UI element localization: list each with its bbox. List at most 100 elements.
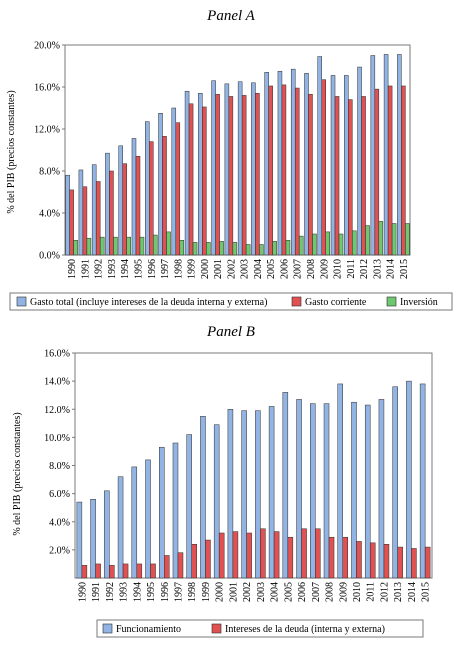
panel-b-y-axis-label: % del PIB (precios constantes) [12,412,23,535]
bar-panel-a-s2-1993 [113,236,118,256]
bar-panel-a-s0-1995 [131,138,137,256]
x-tick-label: 2003 [256,582,267,602]
panel-b-plot-area [74,352,433,579]
x-tick-label: 1993 [119,582,130,602]
bar-panel-a-s1-2007 [294,87,300,256]
bar-panel-a-s1-2008 [308,94,313,256]
y-tick-label: 12.0% [44,405,70,416]
bar-panel-a-s1-2000 [202,106,207,256]
bar-panel-b-s1-1994 [136,563,143,579]
x-tick-label: 1997 [160,259,171,279]
x-tick-label: 1990 [67,259,78,279]
bar-panel-a-s0-1991 [78,169,84,256]
bar-panel-a-s0-2007 [290,68,296,256]
bar-panel-a-s0-1990 [65,174,70,256]
panel-a-y-ticks: 0.0% 4.0% 8.0% 12.0% 16.0% 20.0% [34,41,65,262]
bar-panel-a-s0-2001 [211,80,216,256]
bar-panel-a-s0-1992 [91,164,97,256]
x-tick-label: 2001 [228,582,239,602]
bar-panel-b-s0-1991 [90,499,96,579]
bar-panel-b-s0-1992 [104,490,110,579]
bar-panel-b-s0-2014 [406,380,412,579]
panel-a-legend-frame [9,292,453,311]
bar-panel-b-s0-1995 [145,459,151,579]
x-tick-label: 1996 [160,582,171,602]
legend-swatch-gasto-total [16,296,27,307]
panel-a-chart: Panel A % del PIB (precios constantes) 0… [6,8,453,311]
legend-label-gasto-total: Gasto total (incluye intereses de la deu… [30,297,267,308]
bar-panel-a-s1-2015 [401,85,406,256]
bar-panel-b-s1-2000 [218,532,225,579]
bar-panel-b-s0-1990 [76,501,83,579]
bar-panel-b-s1-1992 [109,565,115,579]
bar-panel-b-s0-2004 [268,406,275,579]
bar-panel-a-s1-2011 [348,99,353,256]
x-tick-label: 2010 [333,259,344,279]
bar-panel-a-s1-2003 [241,95,247,256]
bar-panel-a-s1-1999 [188,103,194,256]
x-tick-label: 1996 [147,259,158,279]
x-tick-label: 2000 [200,259,211,279]
panel-b-x-ticks: 1990 1991 1992 1993 1994 1995 1996 1997 1998 1999… [77,582,431,602]
x-tick-label: 1990 [77,582,88,602]
x-tick-label: 2008 [306,259,317,279]
x-tick-label: 2006 [279,259,290,279]
x-tick-label: 2004 [270,582,281,602]
bar-panel-b-s1-2004 [273,531,280,579]
bar-panel-b-s1-2014 [411,548,417,579]
bar-panel-b-s1-2003 [260,528,266,579]
bar-panel-a-s2-2009 [325,231,330,256]
x-tick-label: 2013 [372,259,383,279]
bar-panel-b-s1-1991 [95,563,101,579]
bar-panel-a-s1-1994 [122,163,127,256]
x-tick-label: 2011 [346,259,357,279]
legend-swatch-funcionamiento [102,623,113,634]
y-tick-label: 8.0% [39,167,60,178]
x-tick-label: 2002 [226,259,237,279]
bar-panel-a-s0-2000 [198,93,203,256]
x-tick-label: 1994 [132,582,143,602]
bar-panel-a-s1-1995 [135,156,141,256]
bar-panel-b-s1-1995 [150,563,156,579]
bar-panel-b-s1-1997 [177,552,184,579]
bar-panel-a-s1-1990 [69,189,74,256]
bar-panel-b-s1-2008 [328,536,335,579]
bar-panel-a-s1-1991 [82,186,88,256]
bar-panel-a-s0-2012 [357,66,362,256]
x-tick-label: 1999 [201,582,212,602]
bar-panel-a-s1-2014 [387,85,393,256]
bar-panel-a-s1-2010 [334,96,340,256]
x-tick-label: 2003 [240,259,251,279]
panel-b-title: Panel B [206,324,255,340]
bar-panel-a-s0-2005 [264,72,269,256]
bar-panel-b-s0-2008 [323,403,330,579]
bar-panel-b-s1-2011 [369,542,376,579]
x-tick-label: 1991 [80,259,91,279]
x-tick-label: 2002 [242,582,253,602]
y-tick-label: 8.0% [49,461,70,472]
y-tick-label: 4.0% [49,517,70,528]
x-tick-label: 2010 [352,582,363,602]
x-tick-label: 1995 [133,259,144,279]
bar-panel-a-s2-1997 [166,231,171,256]
bar-panel-a-s2-2010 [338,233,344,256]
panel-a-y-axis-label: % del PIB (precios constantes) [6,90,17,213]
bar-panel-a-s0-2002 [224,83,230,256]
bar-panel-b-s0-2007 [310,403,316,579]
legend-label-intereses: Intereses de la deuda (interna y externa… [225,624,385,635]
x-tick-label: 2000 [215,582,226,602]
bar-panel-a-s2-2002 [232,242,238,256]
bar-panel-a-s2-2008 [312,233,317,256]
bar-panel-a-s2-2006 [285,240,291,256]
bar-panel-b-s0-1996 [159,446,165,579]
bar-panel-a-s2-2015 [405,223,410,256]
x-tick-label: 1995 [146,582,157,602]
bar-panel-a-s2-1990 [73,240,78,256]
legend-label-inversion: Inversión [400,297,438,308]
bar-panel-a-s0-1993 [105,152,110,256]
x-tick-label: 1992 [105,582,116,602]
bar-panel-a-s2-2001 [219,241,224,256]
bar-panel-a-s2-2005 [272,241,277,256]
bar-panel-a-s1-2013 [374,88,380,256]
y-tick-label: 16.0% [34,83,60,94]
